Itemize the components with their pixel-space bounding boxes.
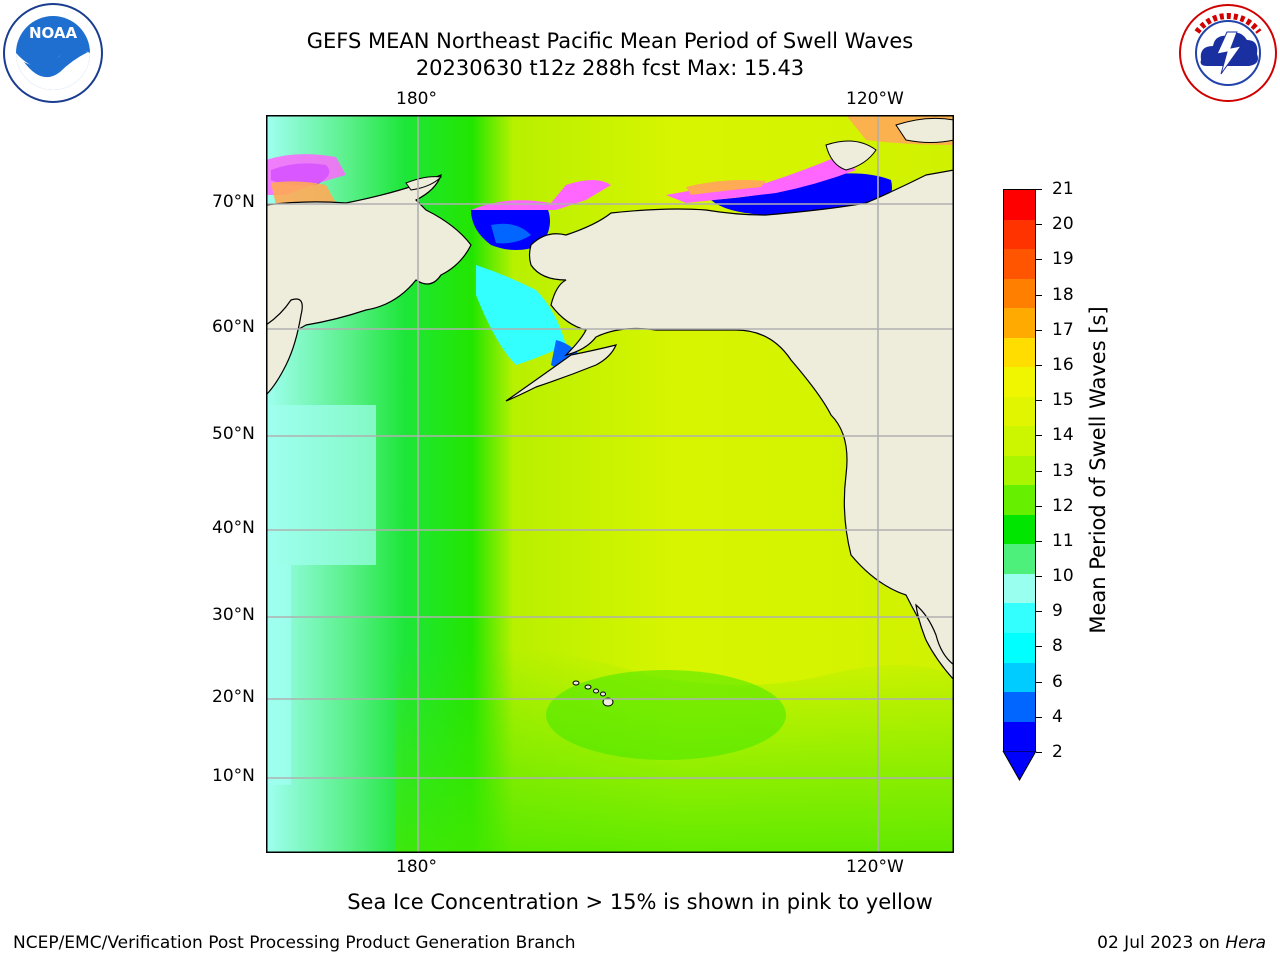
colorbar-tick-label: 17 [1052, 319, 1074, 340]
colorbar-tick-mark [1036, 576, 1042, 578]
colorbar [1003, 189, 1036, 752]
colorbar-tick-label: 20 [1052, 214, 1074, 235]
colorbar-segment [1004, 692, 1035, 722]
lat-label-40n: 40°N [212, 518, 255, 538]
colorbar-segment [1004, 308, 1035, 338]
colorbar-tick-label: 19 [1052, 249, 1074, 270]
arctic-ice-chukchi-light [491, 223, 531, 244]
footer-machine: Hera [1225, 933, 1266, 953]
map-frame [266, 115, 954, 853]
colorbar-tick-label: 11 [1052, 530, 1074, 551]
colorbar-segment [1004, 544, 1035, 574]
land-arctic-island [825, 140, 877, 171]
colorbar-label: Mean Period of Swell Waves [s] [1086, 306, 1110, 634]
land-north-america [528, 169, 954, 677]
ocean-west-cyan-strip [266, 565, 291, 785]
land-arctic-island-2 [895, 117, 954, 143]
map-gridlines [266, 115, 954, 853]
colorbar-tick-mark [1036, 611, 1042, 613]
colorbar-segment [1004, 190, 1035, 220]
colorbar-tick-label: 9 [1052, 601, 1063, 622]
colorbar-segment [1004, 219, 1035, 250]
colorbar-tick-label: 4 [1052, 706, 1063, 727]
colorbar-tick-mark [1036, 189, 1042, 190]
lat-label-70n: 70°N [212, 192, 255, 212]
colorbar-tick-mark [1036, 752, 1042, 753]
colorbar-extend-arrow [1002, 751, 1037, 781]
colorbar-tick-mark [1036, 716, 1042, 718]
arctic-pink-rim [471, 180, 611, 210]
colorbar-segment [1004, 396, 1035, 427]
footer-org: NCEP/EMC/Verification Post Processing Pr… [13, 933, 576, 953]
colorbar-tick-mark [1036, 435, 1042, 437]
swell-period-map [266, 115, 954, 853]
sea-ice-note: Sea Ice Concentration > 15% is shown in … [347, 890, 933, 914]
colorbar-segment [1004, 514, 1035, 545]
colorbar-tick-mark [1036, 470, 1042, 472]
land-siberia [266, 173, 472, 341]
colorbar-segment [1004, 278, 1035, 309]
colorbar-tick-label: 18 [1052, 284, 1074, 305]
colorbar-tick-mark [1036, 364, 1042, 366]
colorbar-tick-label: 8 [1052, 636, 1063, 657]
colorbar-segment [1004, 662, 1035, 693]
arctic-orange-west [271, 181, 336, 208]
noaa-text: NOAA [29, 24, 78, 42]
arctic-orange-beaufort [686, 179, 766, 195]
colorbar-segment [1004, 249, 1035, 279]
colorbar-tick-label: 15 [1052, 390, 1074, 411]
colorbar-segment [1004, 603, 1035, 633]
colorbar-tick-label: 12 [1052, 495, 1074, 516]
colorbar-segment [1004, 485, 1035, 515]
colorbar-tick-label: 21 [1052, 179, 1074, 199]
colorbar-tick-mark [1036, 505, 1042, 507]
colorbar-segment [1004, 367, 1035, 397]
colorbar-tick-mark [1036, 681, 1042, 683]
colorbar-segment [1004, 337, 1035, 368]
colorbar-segment [1004, 426, 1035, 456]
lat-label-50n: 50°N [212, 424, 255, 444]
noaa-logo: NOAA [3, 3, 103, 103]
colorbar-tick-label: 2 [1052, 742, 1063, 762]
colorbar-tick-mark [1036, 259, 1042, 261]
nws-logo [1179, 4, 1277, 102]
lat-label-30n: 30°N [212, 605, 255, 625]
footer-date: 02 Jul 2023 on Hera [1097, 933, 1266, 953]
land-kamchatka [266, 298, 303, 396]
colorbar-tick-mark [1036, 224, 1042, 226]
map-subtitle: 20230630 t12z 288h fcst Max: 15.43 [415, 56, 805, 80]
colorbar-segment [1004, 632, 1035, 663]
map-title: GEFS MEAN Northeast Pacific Mean Period … [306, 29, 914, 53]
lon-label-bottom-120w: 120°W [846, 857, 904, 877]
colorbar-segment [1004, 573, 1035, 604]
colorbar-ticks: 21 20 19 18 17 16 15 14 13 12 11 10 9 8 6 4 2 [1036, 179, 1096, 762]
lat-label-20n: 20°N [212, 687, 255, 707]
lon-label-top-120w: 120°W [846, 89, 904, 109]
ocean-green-patch [546, 670, 786, 760]
bering-cyan [476, 265, 566, 365]
colorbar-tick-mark [1036, 329, 1042, 331]
land-baja [915, 603, 954, 681]
colorbar-tick-label: 14 [1052, 425, 1074, 446]
land-alaska-peninsula [505, 344, 618, 402]
lon-label-top-180: 180° [396, 89, 437, 109]
colorbar-tick-mark [1036, 540, 1042, 542]
colorbar-tick-mark [1036, 400, 1042, 402]
lon-label-bottom-180: 180° [396, 857, 437, 877]
ocean-west-cyan [266, 405, 376, 565]
colorbar-tick-label: 13 [1052, 460, 1074, 481]
hawaii-islands [572, 680, 614, 707]
colorbar-tick-mark [1036, 294, 1042, 296]
colorbar-segment [1004, 455, 1035, 486]
colorbar-tick-label: 6 [1052, 671, 1063, 692]
lat-label-60n: 60°N [212, 317, 255, 337]
lat-label-10n: 10°N [212, 766, 255, 786]
colorbar-tick-mark [1036, 646, 1042, 648]
colorbar-segment [1004, 721, 1035, 751]
colorbar-tick-label: 16 [1052, 354, 1074, 375]
footer-date-text: 02 Jul 2023 on [1097, 933, 1220, 953]
colorbar-tick-label: 10 [1052, 566, 1074, 587]
